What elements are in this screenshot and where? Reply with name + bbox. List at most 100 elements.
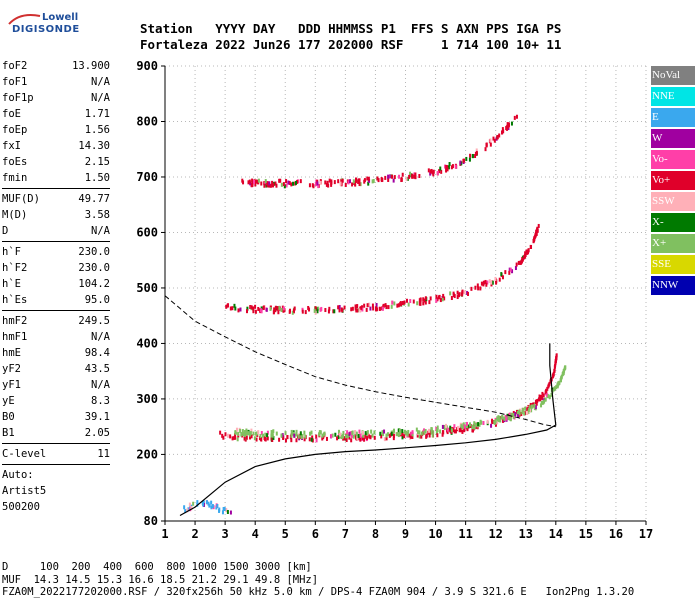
echo-point bbox=[401, 300, 404, 305]
echo-point bbox=[422, 297, 425, 302]
echo-point bbox=[271, 182, 274, 187]
echo-point bbox=[445, 164, 448, 169]
echo-point bbox=[403, 300, 406, 305]
echo-point bbox=[515, 114, 518, 119]
echo-point bbox=[288, 308, 291, 313]
echo-point bbox=[234, 432, 237, 437]
echo-point bbox=[474, 285, 477, 290]
echo-point bbox=[280, 433, 283, 438]
param-value: 104.2 bbox=[78, 278, 110, 290]
echo-point bbox=[265, 307, 268, 312]
echo-point bbox=[311, 438, 314, 443]
echo-point bbox=[505, 125, 508, 130]
echo-point bbox=[521, 410, 524, 415]
echo-point bbox=[360, 305, 363, 310]
echo-point bbox=[229, 434, 232, 439]
echo-point bbox=[314, 310, 317, 315]
echo-point bbox=[459, 427, 462, 432]
x-tick-label: 6 bbox=[312, 527, 319, 541]
param-row: D N/A bbox=[2, 223, 110, 239]
y-tick-label: 700 bbox=[136, 170, 158, 184]
echo-point bbox=[275, 431, 278, 436]
echo-point bbox=[432, 430, 435, 435]
echo-point bbox=[509, 416, 512, 421]
echo-point bbox=[494, 422, 497, 427]
echo-point bbox=[299, 179, 302, 184]
echo-point bbox=[242, 180, 245, 185]
echo-point bbox=[260, 437, 263, 442]
echo-point bbox=[413, 172, 416, 177]
param-label: C-level bbox=[2, 448, 47, 460]
echo-point bbox=[273, 307, 276, 312]
echo-point bbox=[231, 436, 234, 441]
echo-point bbox=[260, 181, 263, 186]
echo-point bbox=[293, 433, 296, 438]
echo-point bbox=[354, 304, 357, 309]
echo-point bbox=[355, 431, 358, 436]
echo-point bbox=[517, 260, 520, 265]
echo-point bbox=[388, 433, 391, 438]
echo-point bbox=[381, 177, 384, 182]
echo-point bbox=[414, 172, 417, 177]
echo-point bbox=[458, 292, 461, 297]
echo-point bbox=[293, 306, 296, 311]
echo-point bbox=[428, 300, 431, 305]
echo-point bbox=[257, 306, 260, 311]
echo-point bbox=[405, 176, 408, 181]
echo-point bbox=[354, 306, 357, 311]
echo-point bbox=[480, 281, 483, 286]
echo-point bbox=[341, 308, 344, 313]
echo-point bbox=[254, 182, 257, 187]
legend-item: W bbox=[651, 129, 695, 148]
legend-item: SSE bbox=[651, 255, 695, 274]
echo-point bbox=[337, 305, 340, 310]
echo-point bbox=[439, 166, 442, 171]
param-value: 98.4 bbox=[84, 347, 110, 359]
echo-point bbox=[365, 307, 368, 312]
param-value: 39.1 bbox=[84, 411, 110, 423]
echo-point bbox=[333, 309, 336, 314]
echo-point bbox=[471, 424, 474, 429]
echo-point bbox=[304, 310, 307, 315]
echo-point bbox=[294, 180, 297, 185]
echo-point bbox=[439, 429, 442, 434]
echo-point bbox=[508, 270, 511, 275]
param-row: h`Es 95.0 bbox=[2, 292, 110, 308]
param-row: yF2 43.5 bbox=[2, 361, 110, 377]
echo-point bbox=[475, 150, 478, 155]
echo-point bbox=[476, 283, 479, 288]
echo-point bbox=[441, 424, 444, 429]
y-tick-label: 80 bbox=[144, 514, 158, 528]
echo-point bbox=[547, 383, 550, 388]
echo-point bbox=[274, 305, 277, 310]
echo-point bbox=[550, 392, 553, 397]
echo-point bbox=[270, 433, 273, 438]
echo-point bbox=[529, 244, 532, 249]
legend-item: SSW bbox=[651, 192, 695, 211]
echo-point bbox=[369, 306, 372, 311]
echo-point bbox=[411, 432, 414, 437]
y-tick-label: 600 bbox=[136, 225, 158, 239]
param-divider bbox=[2, 443, 110, 444]
param-row: yF1 N/A bbox=[2, 377, 110, 393]
param-value: 2.15 bbox=[84, 156, 110, 168]
echo-point bbox=[350, 438, 353, 443]
echo-point bbox=[254, 304, 257, 309]
echo-point bbox=[318, 432, 321, 437]
echo-point bbox=[268, 181, 271, 186]
echo-point bbox=[560, 375, 563, 380]
echo-point bbox=[420, 434, 423, 439]
echo-point bbox=[273, 181, 276, 186]
echo-point bbox=[400, 302, 403, 307]
echo-point bbox=[392, 436, 395, 441]
echo-point bbox=[251, 183, 254, 188]
echo-point bbox=[327, 309, 330, 314]
echo-point bbox=[424, 429, 427, 434]
echo-point bbox=[446, 165, 449, 170]
echo-point bbox=[266, 430, 269, 435]
echo-point bbox=[397, 303, 400, 308]
echo-point bbox=[264, 437, 267, 442]
echo-point bbox=[428, 430, 431, 435]
echo-point bbox=[446, 167, 449, 172]
echo-point bbox=[477, 286, 480, 291]
